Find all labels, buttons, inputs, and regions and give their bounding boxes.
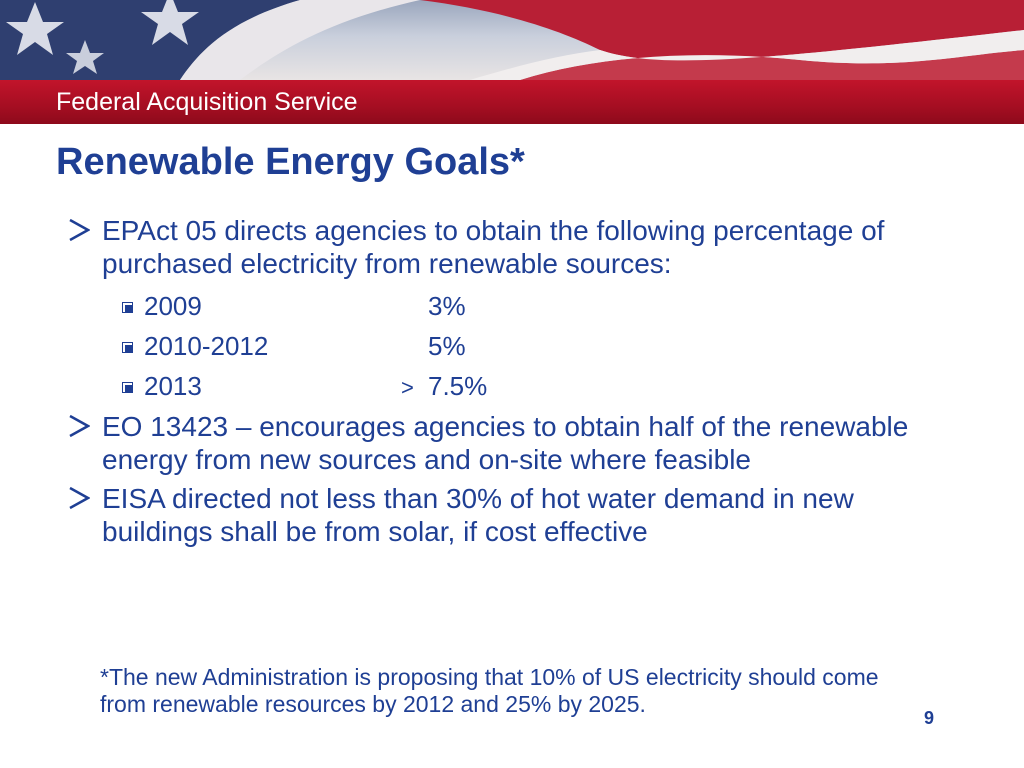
page-number: 9 <box>924 708 935 728</box>
schedule-row: 2010-2012 5% <box>122 326 940 366</box>
schedule-percent: 3% <box>428 291 466 321</box>
bullet-item: EO 13423 – encourages agencies to obtain… <box>60 410 940 476</box>
square-checkbox-bullet-icon <box>122 382 133 393</box>
flag-banner <box>0 0 1024 80</box>
bullet-text: EPAct 05 directs agencies to obtain the … <box>102 215 885 279</box>
bullet-item: EISA directed not less than 30% of hot w… <box>60 482 940 548</box>
service-name: Federal Acquisition Service <box>56 88 358 116</box>
square-checkbox-bullet-icon <box>122 302 133 313</box>
bullet-text: EISA directed not less than 30% of hot w… <box>102 483 854 547</box>
schedule-comparator: > <box>401 375 414 400</box>
arrowhead-bullet-icon <box>69 218 90 242</box>
schedule-year: 2013 <box>144 371 202 401</box>
flag-stars-stripes-icon <box>0 0 1024 80</box>
slide-title: Renewable Energy Goals* <box>56 141 525 183</box>
arrowhead-bullet-icon <box>69 486 90 510</box>
header-bar <box>0 80 1024 124</box>
schedule-row: 2013 > 7.5% <box>122 366 940 406</box>
bullet-text: EO 13423 – encourages agencies to obtain… <box>102 411 909 475</box>
schedule-year: 2010-2012 <box>144 331 269 361</box>
square-checkbox-bullet-icon <box>122 342 133 353</box>
schedule-percent: 7.5% <box>428 371 488 401</box>
schedule-row: 2009 3% <box>122 286 940 326</box>
bullet-item: EPAct 05 directs agencies to obtain the … <box>60 214 940 280</box>
footnote: *The new Administration is proposing tha… <box>100 664 879 717</box>
schedule-year: 2009 <box>144 291 202 321</box>
schedule-percent: 5% <box>428 331 466 361</box>
slide-body: EPAct 05 directs agencies to obtain the … <box>60 214 940 554</box>
arrowhead-bullet-icon <box>69 414 90 438</box>
